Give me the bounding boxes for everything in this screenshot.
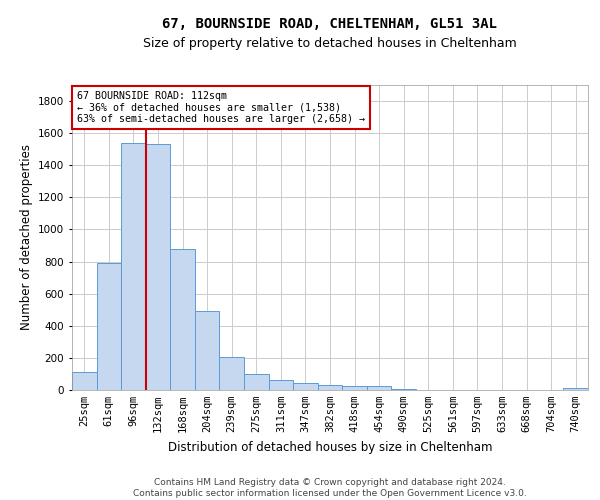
Bar xyxy=(342,386,367,390)
Bar xyxy=(391,389,416,390)
X-axis label: Distribution of detached houses by size in Cheltenham: Distribution of detached houses by size … xyxy=(168,440,492,454)
Text: 67 BOURNSIDE ROAD: 112sqm
← 36% of detached houses are smaller (1,538)
63% of se: 67 BOURNSIDE ROAD: 112sqm ← 36% of detac… xyxy=(77,91,365,124)
Bar xyxy=(72,372,97,390)
Bar xyxy=(146,144,170,390)
Bar xyxy=(563,388,588,390)
Bar xyxy=(170,248,195,390)
Text: Contains HM Land Registry data © Crown copyright and database right 2024.
Contai: Contains HM Land Registry data © Crown c… xyxy=(133,478,527,498)
Bar xyxy=(195,312,220,390)
Bar xyxy=(318,385,342,390)
Bar xyxy=(97,263,121,390)
Y-axis label: Number of detached properties: Number of detached properties xyxy=(20,144,32,330)
Bar xyxy=(244,374,269,390)
Text: Size of property relative to detached houses in Cheltenham: Size of property relative to detached ho… xyxy=(143,38,517,51)
Bar xyxy=(121,143,146,390)
Bar xyxy=(269,380,293,390)
Bar xyxy=(367,386,391,390)
Text: 67, BOURNSIDE ROAD, CHELTENHAM, GL51 3AL: 67, BOURNSIDE ROAD, CHELTENHAM, GL51 3AL xyxy=(163,18,497,32)
Bar xyxy=(220,357,244,390)
Bar xyxy=(293,384,318,390)
